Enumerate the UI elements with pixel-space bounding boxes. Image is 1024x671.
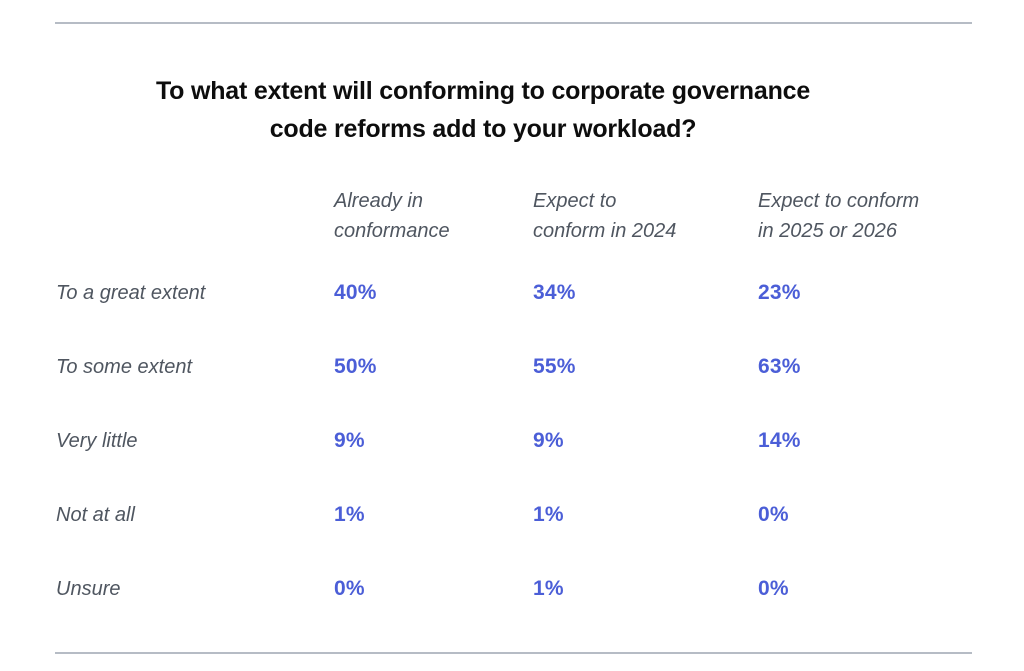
value-cell: 55% bbox=[533, 355, 576, 378]
row-label-to-some-extent: To some extent bbox=[56, 355, 193, 378]
column-header-line: in 2025 or 2026 bbox=[758, 220, 898, 242]
value-cell: 14% bbox=[758, 429, 801, 452]
chart-title-line-2: code reforms add to your workload? bbox=[269, 115, 697, 143]
column-header-line: conform in 2024 bbox=[533, 220, 677, 242]
value-cell: 1% bbox=[533, 577, 564, 600]
survey-table: Already in conformance Expect to conform… bbox=[56, 186, 972, 626]
value-cell: 50% bbox=[334, 355, 377, 378]
bottom-divider bbox=[55, 652, 972, 654]
column-header-line: conformance bbox=[334, 220, 450, 242]
value-cell: 63% bbox=[758, 355, 801, 378]
value-cell: 9% bbox=[533, 429, 564, 452]
row-label-unsure: Unsure bbox=[56, 577, 121, 600]
row-label-not-at-all: Not at all bbox=[56, 503, 135, 526]
value-cell: 1% bbox=[533, 503, 564, 526]
top-divider bbox=[55, 22, 972, 24]
column-header-expect-to-conform-2024: Expect to conform in 2024 bbox=[533, 186, 758, 246]
value-cell: 0% bbox=[758, 503, 789, 526]
value-cell: 1% bbox=[334, 503, 365, 526]
row-label-to-a-great-extent: To a great extent bbox=[56, 281, 206, 304]
column-header-expect-to-conform-2025-2026: Expect to conform in 2025 or 2026 bbox=[758, 186, 972, 246]
value-cell: 23% bbox=[758, 281, 801, 304]
value-cell: 9% bbox=[334, 429, 365, 452]
column-header-line: Expect to conform bbox=[758, 190, 920, 212]
value-cell: 40% bbox=[334, 281, 377, 304]
column-header-line: Expect to bbox=[533, 190, 617, 212]
value-cell: 0% bbox=[334, 577, 365, 600]
value-cell: 0% bbox=[758, 577, 789, 600]
value-cell: 34% bbox=[533, 281, 576, 304]
chart-title-line-1: To what extent will conforming to corpor… bbox=[155, 77, 811, 105]
column-header-already-in-conformance: Already in conformance bbox=[334, 186, 533, 246]
row-label-very-little: Very little bbox=[56, 429, 138, 452]
column-header-line: Already in bbox=[334, 190, 423, 212]
chart-title: To what extent will conforming to corpor… bbox=[55, 72, 911, 148]
